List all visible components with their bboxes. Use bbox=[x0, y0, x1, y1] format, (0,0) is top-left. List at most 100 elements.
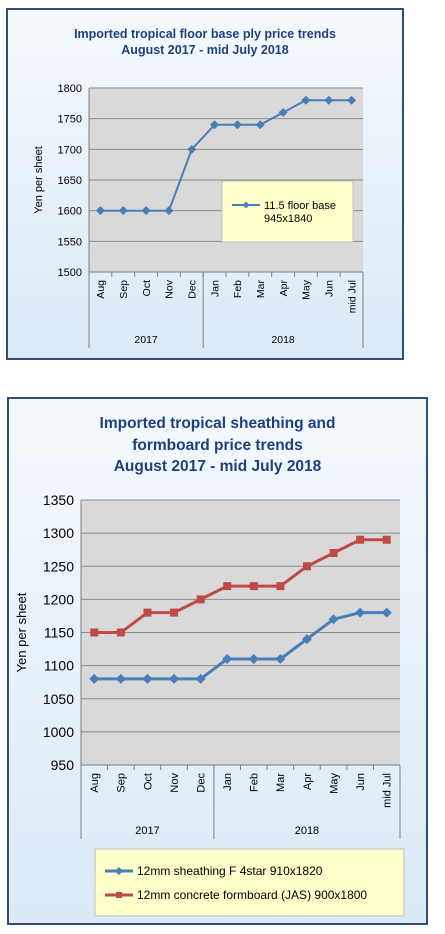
y-tick-label: 1750 bbox=[58, 114, 82, 126]
x-tick-label: Jan bbox=[209, 280, 221, 297]
series-point bbox=[90, 628, 99, 637]
series-point bbox=[222, 654, 233, 664]
series-point bbox=[302, 562, 311, 571]
x-tick-label: Feb bbox=[249, 773, 261, 792]
x-tick-label: Jun bbox=[323, 280, 335, 297]
chart-title-line-3: August 2017 - mid July 2018 bbox=[113, 458, 322, 476]
x-tick-label: mid Jul bbox=[382, 773, 394, 808]
series-point bbox=[89, 673, 100, 684]
x-tick-label: Nov bbox=[164, 279, 176, 298]
y-tick-label: 1700 bbox=[58, 144, 82, 156]
y-axis-label: Yen per sheet bbox=[14, 592, 29, 672]
series-point bbox=[381, 607, 392, 618]
series-point bbox=[232, 120, 242, 130]
series-point bbox=[142, 673, 153, 684]
series-point bbox=[187, 144, 197, 154]
x-tick-label: May bbox=[301, 279, 313, 300]
y-tick-label: 1550 bbox=[58, 236, 82, 248]
series-point bbox=[355, 607, 366, 618]
chart-floor-base: 1500 1550 1600 1650 1700 1750 1800 Yen per shee… bbox=[33, 83, 364, 348]
series-line-1 bbox=[94, 538, 387, 634]
y-tick-label: 1100 bbox=[44, 658, 74, 674]
x-tick-label: Mar bbox=[275, 773, 287, 792]
y-tick-label: 1350 bbox=[43, 492, 74, 508]
series-point bbox=[118, 206, 128, 216]
x-tick-label: Dec bbox=[195, 773, 207, 793]
y-tick-label: 1250 bbox=[43, 558, 74, 574]
y-tick-label: 1200 bbox=[43, 591, 74, 607]
legend-marker bbox=[115, 867, 123, 875]
series-point bbox=[196, 595, 205, 604]
x-tick-label: Aug bbox=[95, 280, 107, 299]
series-point bbox=[248, 654, 259, 664]
y-tick-label: 1050 bbox=[43, 691, 74, 707]
series-point bbox=[170, 608, 179, 617]
series-point bbox=[210, 120, 220, 130]
x-tick-label: Apr bbox=[278, 280, 290, 297]
legend-box bbox=[221, 180, 354, 243]
series-point bbox=[278, 108, 288, 118]
series-point bbox=[115, 673, 126, 684]
series-point bbox=[116, 628, 125, 637]
series-point bbox=[169, 673, 180, 684]
chart-title-line-1: Imported tropical sheathing and bbox=[99, 415, 336, 432]
legend-box bbox=[94, 848, 405, 917]
series-point bbox=[141, 206, 151, 216]
y-tick-label: 1000 bbox=[43, 724, 74, 740]
x-group-label: 2017 bbox=[135, 825, 159, 837]
y-tick-label: 1300 bbox=[43, 525, 74, 541]
x-group-label: 2018 bbox=[271, 334, 295, 346]
series-point bbox=[255, 120, 265, 130]
series-point bbox=[329, 549, 338, 557]
x-tick-label: May bbox=[328, 773, 340, 794]
series-point bbox=[143, 608, 152, 617]
y-tick-label: 1150 bbox=[44, 625, 74, 641]
y-tick-label: 1650 bbox=[58, 175, 82, 187]
series-point bbox=[275, 654, 286, 664]
series-point bbox=[328, 614, 339, 625]
y-tick-label: 950 bbox=[51, 757, 75, 773]
x-tick-label: Jan bbox=[222, 773, 234, 791]
x-tick-label: Dec bbox=[186, 280, 198, 299]
series-point bbox=[347, 95, 357, 105]
series-point bbox=[301, 95, 311, 105]
legend-marker bbox=[242, 201, 250, 209]
legend-label: 12mm sheathing F 4star 910x1820 bbox=[137, 864, 323, 878]
x-tick-label: Sep bbox=[116, 773, 128, 793]
series-point bbox=[382, 535, 391, 544]
series-point bbox=[324, 95, 334, 105]
chart-sheathing-formboard: 950 1000 1050 1100 1150 1200 1250 1300 1350 Yen p… bbox=[14, 492, 405, 917]
x-tick-label: Oct bbox=[142, 773, 154, 790]
x-tick-label: Aug bbox=[89, 773, 101, 793]
x-tick-label: Oct bbox=[141, 280, 153, 296]
chart-title-line-2: August 2017 - mid July 2018 bbox=[121, 43, 289, 58]
series-point bbox=[249, 582, 258, 591]
x-group-label: 2018 bbox=[295, 825, 319, 837]
y-tick-label: 1800 bbox=[58, 83, 82, 95]
x-tick-label: Sep bbox=[118, 280, 130, 299]
series-point bbox=[164, 206, 174, 216]
chart-panel-sheathing-formboard: Imported tropical sheathing and formboar… bbox=[7, 397, 428, 925]
x-tick-label: Apr bbox=[302, 773, 314, 790]
x-group-label: 2017 bbox=[134, 334, 158, 346]
x-tick-label: mid Jul bbox=[346, 280, 358, 313]
series-point bbox=[95, 206, 105, 216]
series-point bbox=[276, 582, 285, 591]
legend-label: 945x1840 bbox=[264, 213, 312, 225]
x-tick-label: Feb bbox=[232, 280, 244, 298]
y-axis-label: Yen per sheet bbox=[33, 146, 45, 213]
chart-panel-floor-base: Imported tropical floor base ply price t… bbox=[6, 8, 404, 360]
chart-title-line-1: Imported tropical floor base ply price t… bbox=[74, 27, 336, 41]
x-tick-label: Mar bbox=[255, 280, 267, 299]
y-tick-label: 1500 bbox=[58, 267, 82, 279]
legend-label: 11.5 floor base bbox=[264, 200, 336, 212]
chart-title: Imported tropical sheathing and formboar… bbox=[9, 413, 426, 478]
series-point bbox=[195, 673, 206, 684]
y-tick-label: 1600 bbox=[58, 206, 82, 218]
legend-marker bbox=[116, 892, 122, 898]
chart-title: Imported tropical floor base ply price t… bbox=[8, 26, 402, 59]
series-point bbox=[356, 535, 365, 544]
series-point bbox=[301, 634, 312, 645]
legend-label: 12mm concrete formboard (JAS) 900x1800 bbox=[137, 888, 367, 902]
x-tick-label: Jun bbox=[355, 773, 367, 791]
